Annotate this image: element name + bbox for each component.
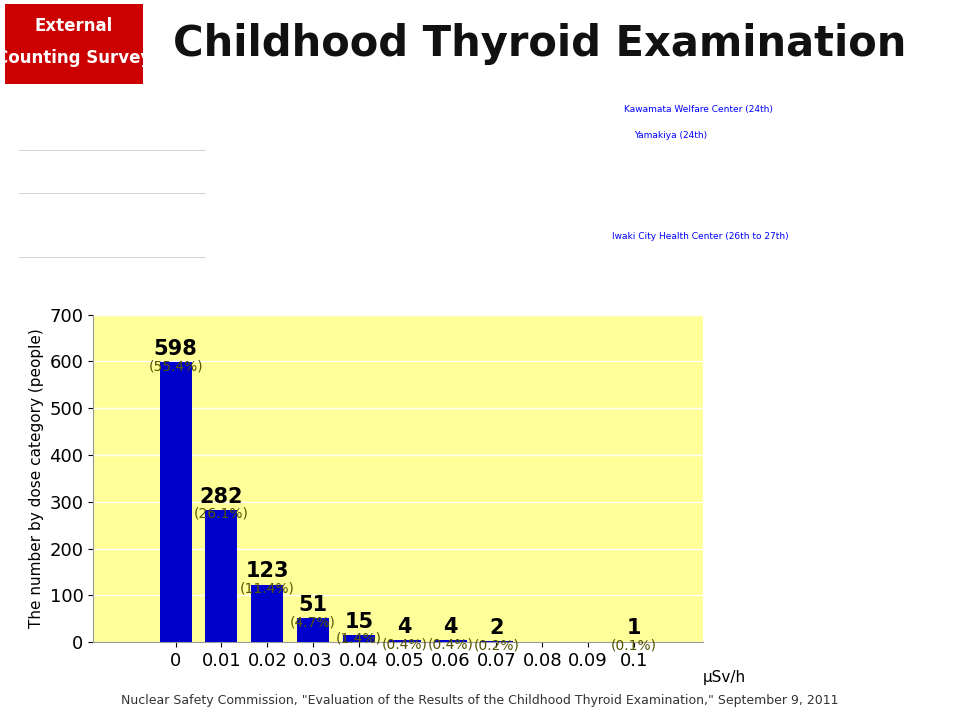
Text: 15: 15 — [345, 612, 373, 632]
Text: 4: 4 — [397, 617, 412, 637]
Text: (0.4%): (0.4%) — [428, 637, 473, 651]
Text: Iwaki City Health Center (26th to 27th): Iwaki City Health Center (26th to 27th) — [612, 232, 789, 241]
Text: Nuclear Safety Commission, "Evaluation of the Results of the Childhood Thyroid E: Nuclear Safety Commission, "Evaluation o… — [121, 694, 839, 707]
Bar — [343, 635, 375, 642]
Text: Childhood Thyroid Examination: Childhood Thyroid Examination — [174, 23, 906, 65]
Text: (26.1%): (26.1%) — [194, 507, 249, 521]
Text: (0.4%): (0.4%) — [382, 637, 428, 651]
Text: (55.4%): (55.4%) — [148, 359, 203, 373]
Bar — [435, 640, 467, 642]
Text: Counting Survey: Counting Survey — [0, 49, 152, 67]
Bar — [297, 618, 329, 642]
Text: 123: 123 — [246, 562, 289, 582]
Text: Yamakiya (24th): Yamakiya (24th) — [634, 131, 707, 140]
Text: 1: 1 — [627, 618, 641, 639]
Text: 282: 282 — [200, 487, 243, 507]
Text: Kawamata Welfare Center (24th): Kawamata Welfare Center (24th) — [624, 104, 773, 114]
Bar — [389, 640, 420, 642]
Bar — [159, 362, 192, 642]
Text: (4.7%): (4.7%) — [290, 615, 336, 629]
Text: 4: 4 — [444, 617, 458, 637]
Text: 598: 598 — [154, 339, 198, 359]
Text: (0.2%): (0.2%) — [473, 638, 519, 652]
Y-axis label: The number by dose category (people): The number by dose category (people) — [29, 328, 44, 629]
Text: 2: 2 — [490, 618, 504, 638]
Text: (11.4%): (11.4%) — [240, 582, 295, 595]
Text: μSv/h: μSv/h — [703, 670, 746, 685]
Text: (1.4%): (1.4%) — [336, 632, 382, 646]
Text: External: External — [35, 17, 113, 35]
Bar — [5, 4, 143, 84]
Text: 51: 51 — [299, 595, 327, 615]
Text: (0.1%): (0.1%) — [611, 639, 657, 652]
Bar — [252, 585, 283, 642]
Bar — [205, 510, 237, 642]
